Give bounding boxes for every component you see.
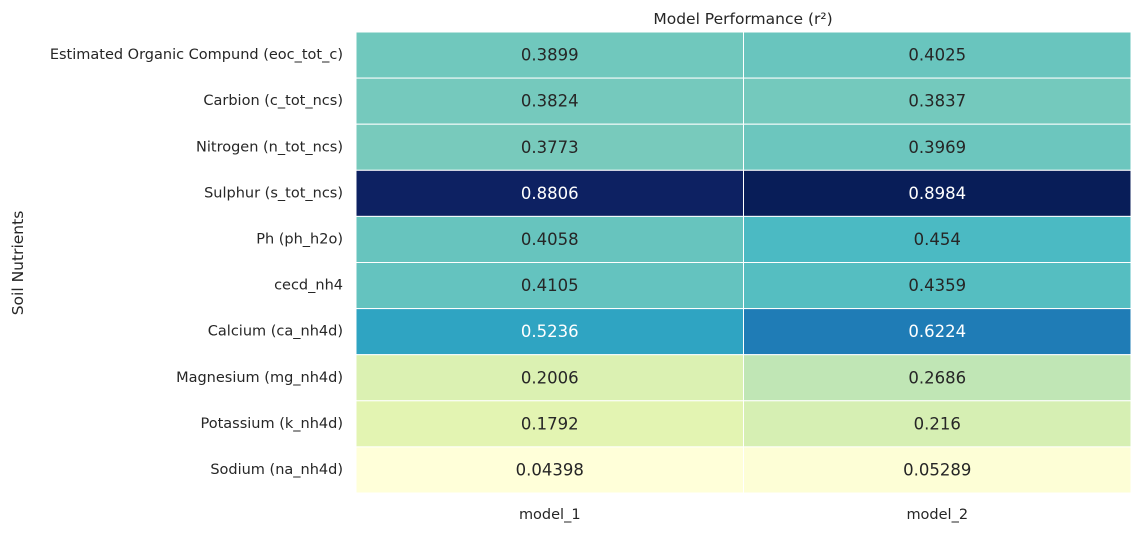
cell-value-label: 0.3969 [908,138,966,157]
cell-value-label: 0.6224 [908,322,966,341]
cell-value-label: 0.3899 [521,46,579,65]
cell-value-label: 0.4058 [521,230,579,249]
column-tick-label: model_2 [906,507,968,523]
heatmap-cell [743,169,1132,217]
cell-value-label: 0.1792 [521,414,579,433]
cell-value-label: 0.2006 [521,368,579,387]
heatmap-cell [355,31,744,79]
heatmap-cell [743,77,1132,125]
row-tick-labels: Estimated Organic Compund (eoc_tot_c) Car… [50,47,343,478]
heatmap-cell [355,77,744,125]
heatmap-cell [355,400,744,448]
heatmap-cell [743,123,1132,171]
heatmap-cells [355,31,1132,494]
cell-value-label: 0.2686 [908,368,966,387]
row-tick-label: Sodium (na_nh4d) [210,462,343,478]
cell-value-label: 0.3773 [521,138,579,157]
cell-value-label: 0.3824 [521,92,579,111]
row-tick-label: Sulphur (s_tot_ncs) [204,185,343,201]
row-tick-label: Estimated Organic Compund (eoc_tot_c) [50,47,343,63]
cell-value-label: 0.4105 [521,276,579,295]
cell-value-label: 0.05289 [903,460,971,479]
heatmap-cell [355,123,744,171]
cell-value-label: 0.8984 [908,184,966,203]
cell-value-label: 0.8806 [521,184,579,203]
cell-value-label: 0.4025 [908,46,966,65]
heatmap-cell [743,31,1132,79]
cell-value-label: 0.3837 [908,92,966,111]
heatmap-cell [355,446,744,494]
row-tick-label: cecd_nh4 [274,278,343,294]
heatmap-cell [743,215,1132,263]
row-tick-label: Magnesium (mg_nh4d) [176,370,343,386]
heatmap-cell [743,446,1132,494]
row-tick-label: Potassium (k_nh4d) [200,416,343,432]
heatmap-cell [743,262,1132,310]
cell-value-label: 0.454 [914,230,961,249]
column-tick-labels: model_1 model_2 [519,507,968,523]
heatmap-cell-labels: 0.3899 0.4025 0.3824 0.3837 0.3773 0.3969 0.88… [516,46,972,480]
heatmap-cell [355,308,744,356]
cell-value-label: 0.216 [914,414,961,433]
heatmap-cell [743,354,1132,402]
y-axis-label: Soil Nutrients [9,211,27,316]
chart-title: Model Performance (r²) [653,10,832,28]
row-tick-label: Ph (ph_h2o) [256,231,343,247]
heatmap-cell [743,308,1132,356]
row-tick-label: Nitrogen (n_tot_ncs) [196,139,343,155]
row-tick-label: Calcium (ca_nh4d) [208,324,343,340]
heatmap-cell [743,400,1132,448]
column-tick-label: model_1 [519,507,581,523]
cell-value-label: 0.5236 [521,322,579,341]
cell-value-label: 0.4359 [908,276,966,295]
cell-value-label: 0.04398 [516,460,584,479]
row-tick-label: Carbion (c_tot_ncs) [203,93,343,109]
